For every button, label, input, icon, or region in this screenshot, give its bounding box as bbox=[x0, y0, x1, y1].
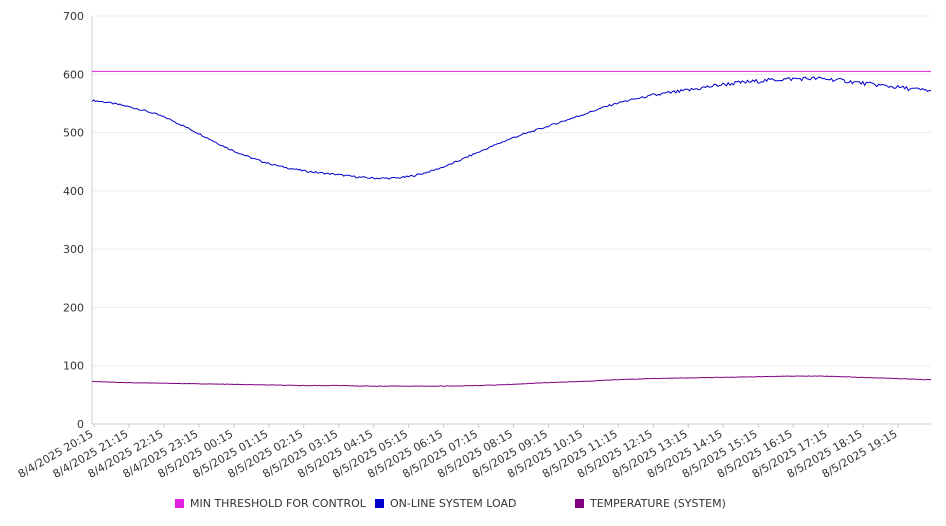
legend-item-online-system-load[interactable]: ON-LINE SYSTEM LOAD bbox=[375, 497, 516, 510]
y-tick-label: 500 bbox=[63, 127, 84, 140]
y-axis-tick-labels: 0 100 200 300 400 500 600 700 bbox=[63, 10, 84, 431]
legend-swatch-min-threshold bbox=[175, 499, 184, 508]
y-tick-label: 700 bbox=[63, 10, 84, 23]
legend-swatch-temperature bbox=[575, 499, 584, 508]
legend-label-min-threshold: MIN THRESHOLD FOR CONTROL bbox=[190, 497, 366, 510]
x-axis-tick-labels: 8/4/2025 20:158/4/2025 21:158/4/2025 22:… bbox=[16, 427, 900, 481]
y-tick-label: 300 bbox=[63, 243, 84, 256]
grid-lines bbox=[92, 15, 931, 367]
legend-item-temperature[interactable]: TEMPERATURE (SYSTEM) bbox=[575, 497, 726, 510]
y-tick-label: 200 bbox=[63, 301, 84, 314]
y-tick-label: 100 bbox=[63, 360, 84, 373]
y-tick-label: 400 bbox=[63, 185, 84, 198]
axes bbox=[91, 16, 931, 428]
series-lines bbox=[91, 70, 932, 387]
chart-legend: MIN THRESHOLD FOR CONTROL ON-LINE SYSTEM… bbox=[0, 497, 946, 515]
y-tick-label: 600 bbox=[63, 68, 84, 81]
legend-label-temperature: TEMPERATURE (SYSTEM) bbox=[590, 497, 726, 510]
series-line-on-line-system-load bbox=[91, 76, 932, 180]
legend-label-online-system-load: ON-LINE SYSTEM LOAD bbox=[390, 497, 517, 510]
legend-item-min-threshold[interactable]: MIN THRESHOLD FOR CONTROL bbox=[175, 497, 366, 510]
legend-swatch-online-system-load bbox=[375, 499, 384, 508]
y-tick-label: 0 bbox=[77, 418, 84, 431]
series-line-temperature-system bbox=[91, 375, 932, 387]
